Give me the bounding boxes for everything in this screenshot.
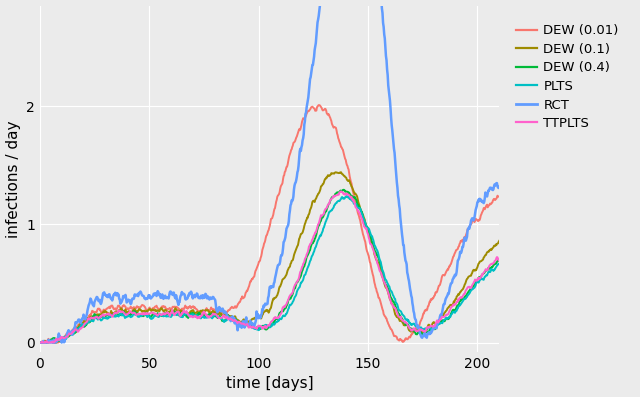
DEW (0.4) <box>328 195 336 200</box>
PLTS <box>315 237 323 241</box>
TTPLTS <box>432 320 440 325</box>
Line: DEW (0.4): DEW (0.4) <box>40 190 499 343</box>
DEW (0.1) <box>328 171 336 176</box>
DEW (0.1) <box>385 293 393 298</box>
TTPLTS <box>315 222 323 226</box>
PLTS <box>303 269 310 274</box>
Line: DEW (0.1): DEW (0.1) <box>40 172 499 343</box>
TTPLTS <box>495 258 503 263</box>
PLTS <box>328 207 336 212</box>
DEW (0.1) <box>303 217 310 222</box>
PLTS <box>343 194 351 198</box>
DEW (0.1) <box>432 322 440 327</box>
RCT <box>64 329 72 334</box>
DEW (0.1) <box>495 239 503 243</box>
DEW (0.01) <box>329 124 337 129</box>
Line: PLTS: PLTS <box>40 196 499 343</box>
TTPLTS <box>64 333 72 338</box>
X-axis label: time [days]: time [days] <box>226 376 314 391</box>
PLTS <box>36 340 44 345</box>
DEW (0.1) <box>337 170 345 175</box>
RCT <box>432 324 440 329</box>
DEW (0.4) <box>495 257 503 262</box>
RCT <box>385 88 393 93</box>
DEW (0.01) <box>36 340 44 345</box>
DEW (0.4) <box>315 223 323 228</box>
TTPLTS <box>303 252 310 257</box>
RCT <box>315 14 323 19</box>
DEW (0.4) <box>340 187 348 192</box>
DEW (0.01) <box>316 103 323 108</box>
DEW (0.01) <box>315 103 323 108</box>
Line: RCT: RCT <box>40 0 499 343</box>
DEW (0.01) <box>64 329 72 334</box>
DEW (0.01) <box>385 322 393 327</box>
DEW (0.4) <box>36 340 44 345</box>
TTPLTS <box>337 189 345 194</box>
DEW (0.4) <box>64 334 72 339</box>
Line: TTPLTS: TTPLTS <box>40 191 499 343</box>
PLTS <box>495 261 503 266</box>
Y-axis label: infections / day: infections / day <box>6 120 20 237</box>
Line: DEW (0.01): DEW (0.01) <box>40 105 499 343</box>
TTPLTS <box>385 292 393 297</box>
PLTS <box>385 283 393 288</box>
DEW (0.4) <box>385 288 393 293</box>
DEW (0.01) <box>303 111 310 116</box>
PLTS <box>64 331 72 336</box>
DEW (0.4) <box>432 326 440 330</box>
Legend: DEW (0.01), DEW (0.1), DEW (0.4), PLTS, RCT, TTPLTS: DEW (0.01), DEW (0.1), DEW (0.4), PLTS, … <box>510 19 624 135</box>
PLTS <box>432 324 440 328</box>
DEW (0.1) <box>36 340 44 345</box>
TTPLTS <box>36 340 44 345</box>
TTPLTS <box>328 195 336 200</box>
DEW (0.01) <box>495 195 503 199</box>
RCT <box>36 340 44 345</box>
DEW (0.01) <box>432 290 440 295</box>
DEW (0.4) <box>303 255 310 260</box>
DEW (0.1) <box>315 191 323 196</box>
RCT <box>303 105 310 110</box>
RCT <box>495 185 503 189</box>
DEW (0.1) <box>64 334 72 339</box>
